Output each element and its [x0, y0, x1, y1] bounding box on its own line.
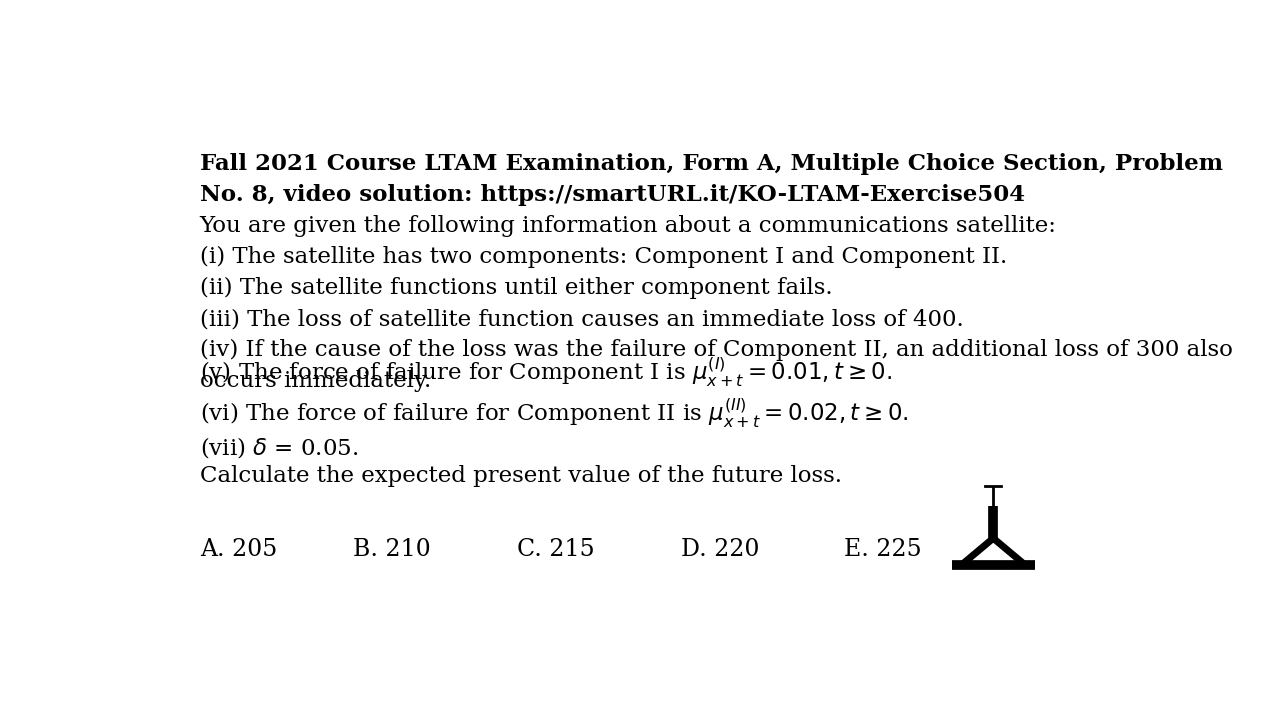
Text: (vii) $\delta$ = 0.05.: (vii) $\delta$ = 0.05.	[200, 435, 358, 459]
Text: You are given the following information about a communications satellite:: You are given the following information …	[200, 215, 1057, 237]
Text: A. 205: A. 205	[200, 539, 276, 561]
Text: B. 210: B. 210	[353, 539, 431, 561]
Text: (ii) The satellite functions until either component fails.: (ii) The satellite functions until eithe…	[200, 277, 832, 300]
Text: Fall 2021 Course LTAM Examination, Form A, Multiple Choice Section, Problem: Fall 2021 Course LTAM Examination, Form …	[200, 153, 1222, 175]
Text: (iv) If the cause of the loss was the failure of Component II, an additional los: (iv) If the cause of the loss was the fa…	[200, 339, 1233, 361]
Text: No. 8, video solution: https://smartURL.it/KO-LTAM-Exercise504: No. 8, video solution: https://smartURL.…	[200, 184, 1025, 206]
Text: C. 215: C. 215	[517, 539, 595, 561]
Text: E. 225: E. 225	[845, 539, 922, 561]
Text: D. 220: D. 220	[681, 539, 759, 561]
Text: Calculate the expected present value of the future loss.: Calculate the expected present value of …	[200, 464, 842, 487]
Text: (iii) The loss of satellite function causes an immediate loss of 400.: (iii) The loss of satellite function cau…	[200, 308, 964, 330]
Text: (i) The satellite has two components: Component I and Component II.: (i) The satellite has two components: Co…	[200, 246, 1007, 268]
Text: (v) The force of failure for Component I is $\mu_{x+t}^{(I)} = 0.01, t \geq 0.$: (v) The force of failure for Component I…	[200, 355, 892, 389]
Text: occurs immediately.: occurs immediately.	[200, 370, 431, 392]
Text: (vi) The force of failure for Component II is $\mu_{x+t}^{(II)} = 0.02, t \geq 0: (vi) The force of failure for Component …	[200, 397, 908, 431]
